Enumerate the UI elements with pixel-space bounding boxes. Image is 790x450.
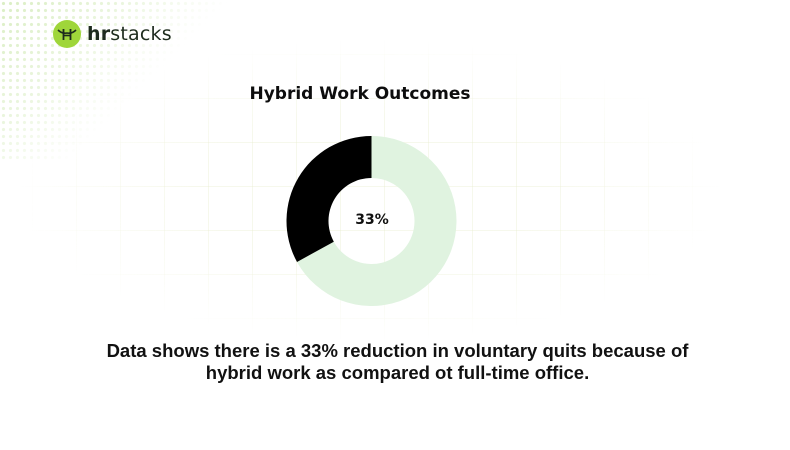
caption-line-1: Data shows there is a 33% reduction in v… — [106, 340, 689, 361]
donut-slice-reduction — [286, 136, 372, 262]
donut-slice-remainder — [297, 136, 457, 306]
caption-text: Data shows there is a 33% reduction in v… — [40, 340, 755, 384]
chart-title: Hybrid Work Outcomes — [249, 84, 471, 104]
decorative-dot-pattern — [0, 0, 260, 160]
hrstacks-logo-icon — [53, 20, 81, 48]
donut-center-label: 33% — [355, 212, 389, 228]
caption-line-2: hybrid work as compared ot full-time off… — [205, 362, 590, 383]
brand-logo[interactable]: hrstacks — [53, 20, 172, 48]
donut-chart — [286, 136, 457, 306]
brand-name: hrstacks — [87, 23, 172, 45]
